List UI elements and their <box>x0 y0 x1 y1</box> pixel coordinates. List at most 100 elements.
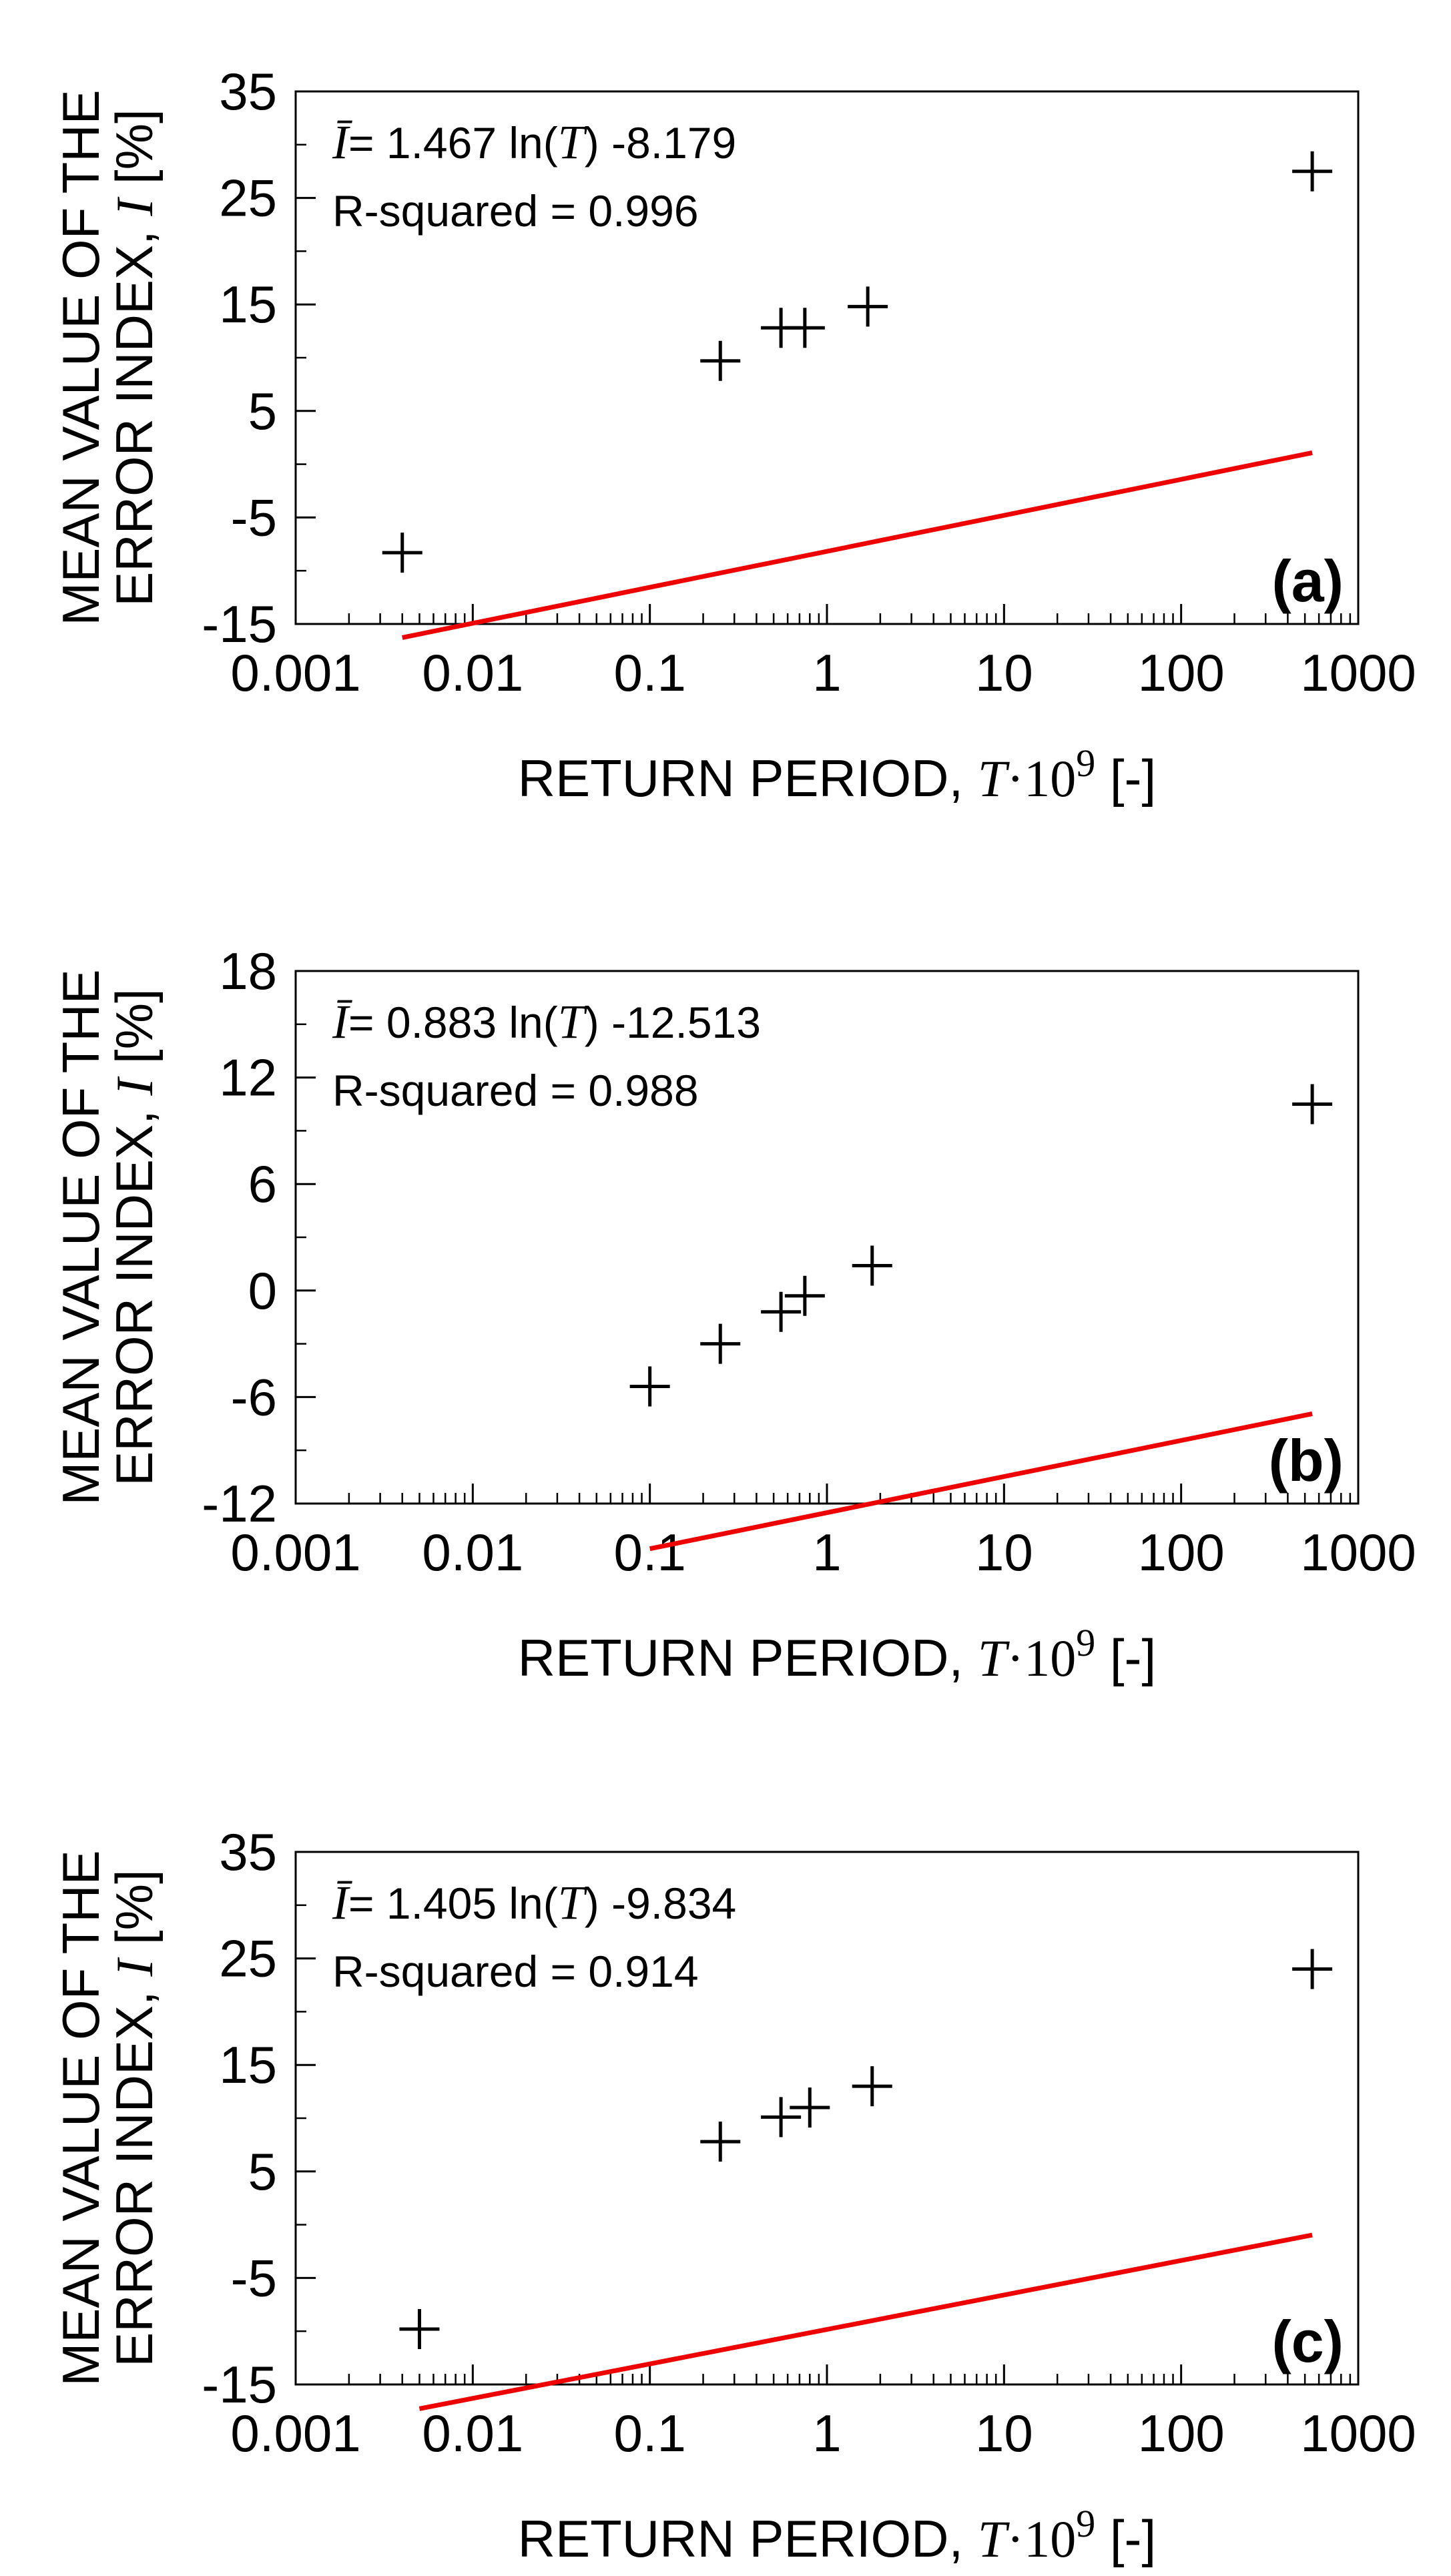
y-axis-title-unit: [%] <box>105 988 164 1078</box>
y-tick-label: -15 <box>202 595 277 653</box>
y-axis-title-line1: MEAN VALUE OF THE <box>51 1850 110 2386</box>
equation-var: T <box>558 1876 588 1929</box>
x-tick-label: 0.001 <box>230 2404 360 2463</box>
y-tick-label: -15 <box>202 2355 277 2414</box>
y-tick-label: -6 <box>231 1367 277 1426</box>
y-axis-title-line2: ERROR INDEX, I [%] <box>105 988 164 1486</box>
equation-intercept: -9.834 <box>611 1879 736 1928</box>
y-tick-label: -12 <box>202 1474 277 1533</box>
plot-frame <box>294 90 1360 625</box>
x-axis-title-var: T <box>978 2510 1010 2568</box>
equation-coeff: = 1.467 ln( <box>348 118 558 168</box>
equation-close: ) <box>585 1879 611 1928</box>
x-axis-title: RETURN PERIOD, T·109 [-] <box>518 2502 1156 2568</box>
data-point <box>852 2066 892 2107</box>
x-axis-title-var: T <box>978 1629 1010 1687</box>
x-tick-label: 0.01 <box>422 643 523 702</box>
equation-var: T <box>558 995 588 1048</box>
y-tick-label: 12 <box>219 1048 277 1107</box>
x-tick-label: 10 <box>975 1523 1033 1582</box>
r-squared-label: R-squared = 0.996 <box>332 186 699 236</box>
y-axis-title-text: ERROR INDEX, <box>105 1096 164 1486</box>
y-tick-label: 0 <box>248 1261 277 1320</box>
y-tick-label: 15 <box>219 275 277 334</box>
x-tick-label: 1 <box>812 643 841 702</box>
x-tick-label: 0.001 <box>230 643 360 702</box>
chart-panel-a: 0.001 0.01 0.1 1 10 100 1000 -15 -5 5 15 25 35 RETURN… <box>51 62 1416 808</box>
x-axis-title-factor: ·10 <box>1006 749 1076 808</box>
data-point <box>629 1366 670 1407</box>
y-tick-label: 25 <box>219 1929 277 1988</box>
x-axis-title-text: RETURN PERIOD, <box>518 1628 978 1687</box>
x-tick-label: 0.1 <box>613 2404 685 2463</box>
data-point <box>761 2097 802 2138</box>
data-point <box>382 533 422 573</box>
panel-label: (a) <box>1271 548 1344 614</box>
fit-equation: Ī= 1.405 ln(T) -9.834 <box>332 1876 736 1929</box>
x-tick-label: 1000 <box>1300 2404 1416 2463</box>
y-axis-title-var: I <box>105 1076 164 1096</box>
data-point <box>1292 1084 1333 1124</box>
x-tick-label: 1 <box>812 1523 841 1582</box>
x-tick-label: 100 <box>1138 1523 1225 1582</box>
y-tick-label: 5 <box>248 2142 277 2201</box>
fit-equation: Ī= 0.883 ln(T) -12.513 <box>332 995 761 1048</box>
y-axis-title-line2: ERROR INDEX, I [%] <box>105 1869 164 2366</box>
x-axis-title: RETURN PERIOD, T·109 [-] <box>518 1621 1156 1687</box>
equation-coeff: = 1.405 ln( <box>348 1879 558 1928</box>
equation-intercept: -8.179 <box>611 118 736 168</box>
data-point <box>784 1275 825 1316</box>
panel-label: (c) <box>1271 2308 1344 2374</box>
x-axis-title-exponent: 9 <box>1076 2502 1095 2545</box>
data-point <box>848 286 888 327</box>
data-point <box>761 1291 802 1332</box>
equation-close: ) <box>585 118 611 168</box>
data-point <box>1292 1949 1333 1989</box>
y-tick-label: 5 <box>248 382 277 440</box>
r-squared-label: R-squared = 0.914 <box>332 1947 699 1996</box>
data-point <box>399 2309 440 2350</box>
x-tick-label: 100 <box>1138 643 1225 702</box>
x-axis-title-text: RETURN PERIOD, <box>518 2509 978 2568</box>
x-axis-title-var: T <box>978 749 1010 808</box>
x-tick-label: 0.001 <box>230 1523 360 1582</box>
x-axis-title: RETURN PERIOD, T·109 [-] <box>518 741 1156 808</box>
x-axis-title-exponent: 9 <box>1076 741 1095 785</box>
y-tick-label: -5 <box>231 2248 277 2307</box>
y-axis-title-var: I <box>105 1957 164 1977</box>
chart-panel-b: 0.001 0.01 0.1 1 10 100 1000 -12 -6 0 6 12 18 RETURN … <box>51 942 1416 1687</box>
fit-line <box>649 1411 1313 1552</box>
equation-intercept: -12.513 <box>611 998 761 1047</box>
r-squared-label: R-squared = 0.988 <box>332 1066 699 1115</box>
equation-coeff: = 0.883 ln( <box>348 998 558 1047</box>
x-tick-label: 0.01 <box>422 2404 523 2463</box>
data-point <box>700 2122 741 2162</box>
data-point <box>790 2087 830 2128</box>
x-axis-title-text: RETURN PERIOD, <box>518 749 978 808</box>
y-tick-label: 35 <box>219 1823 277 1881</box>
x-axis-title-factor: ·10 <box>1006 1629 1076 1687</box>
data-point <box>700 340 741 381</box>
x-axis-title-unit: [-] <box>1095 1628 1156 1687</box>
y-axis-title-text: ERROR INDEX, <box>105 216 164 607</box>
y-axis-title-line1: MEAN VALUE OF THE <box>51 89 110 625</box>
x-axis-title-unit: [-] <box>1095 749 1156 808</box>
x-tick-label: 0.1 <box>613 643 685 702</box>
y-axis-title-unit: [%] <box>105 1869 164 1959</box>
x-tick-label: 0.01 <box>422 1523 523 1582</box>
data-point <box>1292 151 1333 192</box>
equation-var: T <box>558 115 588 169</box>
x-tick-label: 1 <box>812 2404 841 2463</box>
fit-equation: Ī= 1.467 ln(T) -8.179 <box>332 115 736 169</box>
y-axis-title-text: ERROR INDEX, <box>105 1977 164 2367</box>
plot-frame <box>294 1851 1360 2386</box>
equation-close: ) <box>585 998 611 1047</box>
y-tick-label: 15 <box>219 2035 277 2094</box>
panel-label: (b) <box>1269 1427 1344 1494</box>
chart-panel-c: 0.001 0.01 0.1 1 10 100 1000 -15 -5 5 15 25 35 RETURN… <box>51 1823 1416 2568</box>
y-tick-label: 6 <box>248 1155 277 1213</box>
y-axis-title-line1: MEAN VALUE OF THE <box>51 969 110 1505</box>
data-point <box>700 1323 741 1364</box>
plot-frame <box>294 970 1360 1505</box>
x-axis-title-exponent: 9 <box>1076 1621 1095 1664</box>
